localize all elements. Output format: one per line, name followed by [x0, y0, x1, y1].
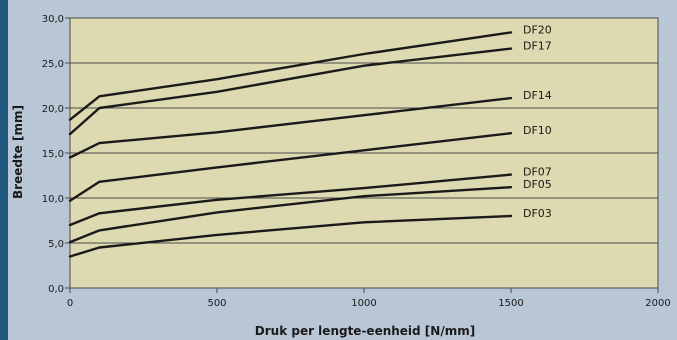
series-line-df20 [68, 31, 513, 121]
y-tick-label: 25,0 [42, 59, 64, 70]
series-line-df10 [68, 131, 513, 202]
series-line-df03 [68, 214, 513, 258]
tick-labels: 0,0 5,0 10,0 15,0 20,0 25,0 30,0 0 500 1000 1500 20… [42, 14, 671, 309]
y-axis-title: Breedte [mm] [11, 105, 25, 199]
y-tick-label: 20,0 [42, 104, 64, 115]
y-tick-label: 5,0 [48, 239, 64, 250]
series-label-df20: DF20 [523, 23, 552, 36]
series-line-df07 [68, 173, 513, 227]
series-line-df14 [68, 96, 513, 159]
y-tick-label: 15,0 [42, 149, 64, 160]
x-tick-label: 2000 [645, 298, 670, 309]
y-tick-label: 0,0 [48, 284, 64, 295]
x-tick-label: 1000 [351, 298, 376, 309]
series-label-df07: DF07 [523, 166, 552, 179]
series-lines [68, 31, 513, 258]
series-label-df05: DF05 [523, 178, 552, 191]
series-line-df17 [68, 47, 513, 136]
x-tick-label: 500 [207, 298, 226, 309]
series-label-df14: DF14 [523, 89, 552, 102]
x-tick-label: 1500 [498, 298, 523, 309]
series-label-df10: DF10 [523, 124, 552, 137]
grid-lines [65, 17, 659, 293]
y-tick-label: 10,0 [42, 194, 64, 205]
series-line-df05 [68, 185, 513, 244]
x-tick-label: 0 [67, 298, 73, 309]
x-axis-title: Druk per lengte-eenheid [N/mm] [255, 324, 475, 338]
series-label-df03: DF03 [523, 207, 552, 220]
y-tick-label: 30,0 [42, 14, 64, 25]
series-label-df17: DF17 [523, 40, 552, 53]
